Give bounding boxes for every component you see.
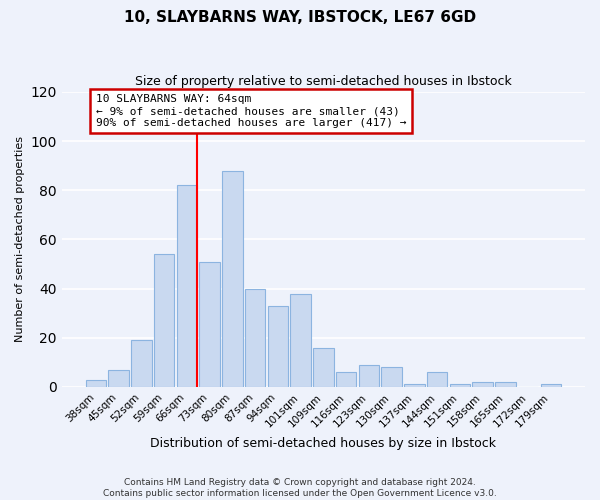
Y-axis label: Number of semi-detached properties: Number of semi-detached properties: [15, 136, 25, 342]
Bar: [359, 365, 379, 387]
Bar: [176, 186, 197, 387]
Bar: [86, 380, 106, 387]
Title: Size of property relative to semi-detached houses in Ibstock: Size of property relative to semi-detach…: [135, 75, 512, 88]
Bar: [427, 372, 448, 387]
Bar: [336, 372, 356, 387]
Bar: [382, 368, 402, 387]
Bar: [109, 370, 129, 387]
Bar: [268, 306, 288, 387]
Bar: [404, 384, 425, 387]
Bar: [222, 170, 242, 387]
Text: 10, SLAYBARNS WAY, IBSTOCK, LE67 6GD: 10, SLAYBARNS WAY, IBSTOCK, LE67 6GD: [124, 10, 476, 25]
X-axis label: Distribution of semi-detached houses by size in Ibstock: Distribution of semi-detached houses by …: [151, 437, 496, 450]
Bar: [313, 348, 334, 387]
Bar: [541, 384, 561, 387]
Bar: [450, 384, 470, 387]
Text: Contains HM Land Registry data © Crown copyright and database right 2024.
Contai: Contains HM Land Registry data © Crown c…: [103, 478, 497, 498]
Bar: [154, 254, 175, 387]
Text: 10 SLAYBARNS WAY: 64sqm
← 9% of semi-detached houses are smaller (43)
90% of sem: 10 SLAYBARNS WAY: 64sqm ← 9% of semi-det…: [96, 94, 407, 128]
Bar: [131, 340, 152, 387]
Bar: [290, 294, 311, 387]
Bar: [199, 262, 220, 387]
Bar: [472, 382, 493, 387]
Bar: [495, 382, 516, 387]
Bar: [245, 288, 265, 387]
